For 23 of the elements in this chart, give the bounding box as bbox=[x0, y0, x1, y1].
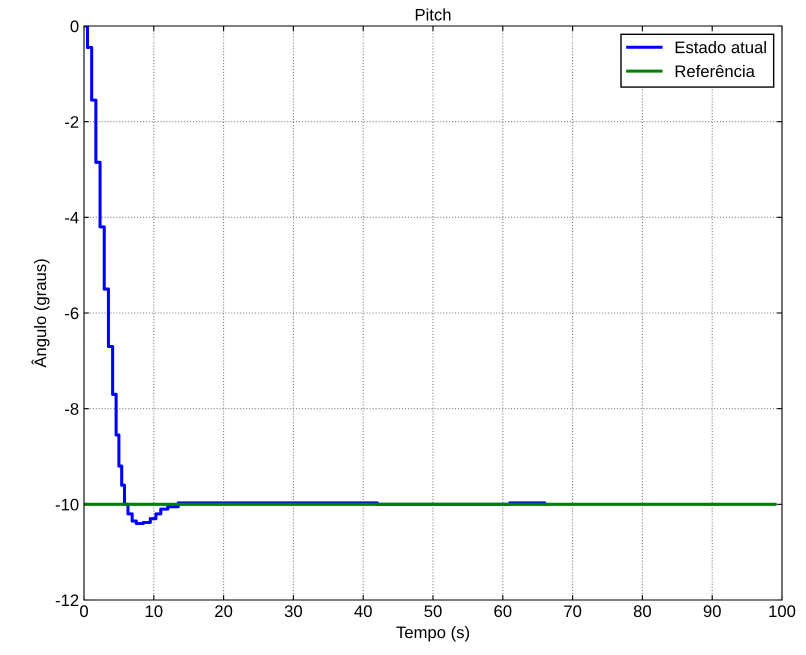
legend-label: Referência bbox=[676, 64, 755, 78]
x-tick-label: 100 bbox=[769, 605, 796, 618]
y-tick-label: -12 bbox=[56, 594, 78, 606]
y-tick-label: -10 bbox=[56, 498, 78, 511]
y-axis-title: Ângulo (graus) bbox=[31, 259, 50, 368]
y-tick-label: 0 bbox=[70, 20, 78, 32]
chart-title: Pitch bbox=[416, 8, 450, 21]
x-tick-label: 80 bbox=[634, 605, 652, 618]
x-tick-label: 30 bbox=[284, 605, 302, 618]
y-tick-label: -4 bbox=[65, 212, 79, 224]
x-tick-label: 90 bbox=[704, 605, 721, 618]
x-tick-label: 60 bbox=[494, 605, 512, 618]
x-tick-label: 20 bbox=[215, 605, 232, 618]
y-tick-label: -2 bbox=[65, 116, 78, 128]
x-tick-label: 40 bbox=[354, 605, 372, 618]
legend-label: Estado atual bbox=[676, 41, 766, 54]
x-tick-label: 0 bbox=[80, 605, 88, 618]
x-tick-label: 10 bbox=[146, 605, 162, 618]
y-tick-label: -6 bbox=[65, 307, 78, 320]
x-tick-label: 70 bbox=[564, 605, 582, 618]
x-axis-title: Tempo (s) bbox=[396, 626, 470, 642]
y-tick-label: -8 bbox=[65, 403, 78, 415]
x-tick-label: 50 bbox=[424, 605, 442, 618]
